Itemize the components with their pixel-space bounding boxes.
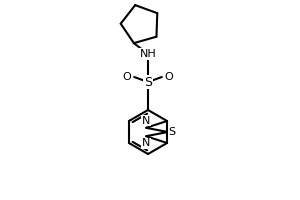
- Text: O: O: [122, 72, 131, 82]
- Text: S: S: [169, 127, 176, 137]
- Text: S: S: [144, 75, 152, 88]
- Text: O: O: [165, 72, 174, 82]
- Text: NH: NH: [140, 49, 156, 59]
- Text: N: N: [142, 116, 150, 126]
- Text: N: N: [142, 138, 150, 148]
